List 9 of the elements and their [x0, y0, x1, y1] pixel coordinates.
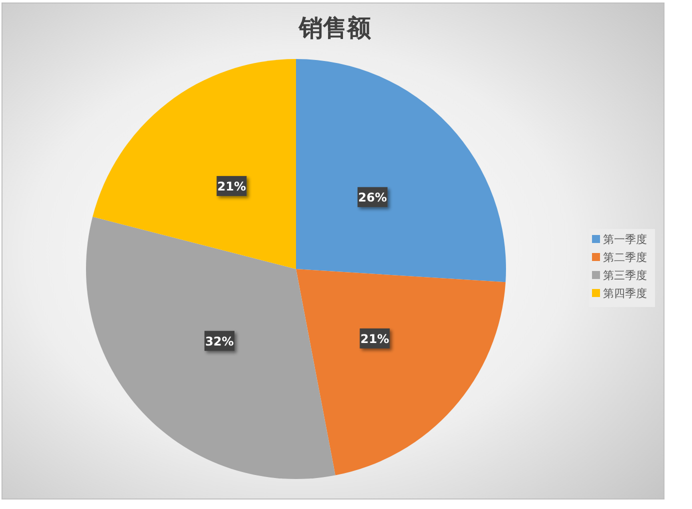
- legend-label: 第二季度: [603, 251, 647, 264]
- legend-label: 第一季度: [603, 233, 647, 246]
- legend-label: 第三季度: [603, 269, 647, 282]
- legend-label: 第四季度: [603, 287, 647, 300]
- data-label: 21%: [217, 180, 246, 194]
- title: 销售额: [299, 13, 371, 42]
- data-label: 21%: [360, 332, 390, 346]
- data-label: 26%: [358, 190, 387, 205]
- data-label: 32%: [205, 334, 234, 348]
